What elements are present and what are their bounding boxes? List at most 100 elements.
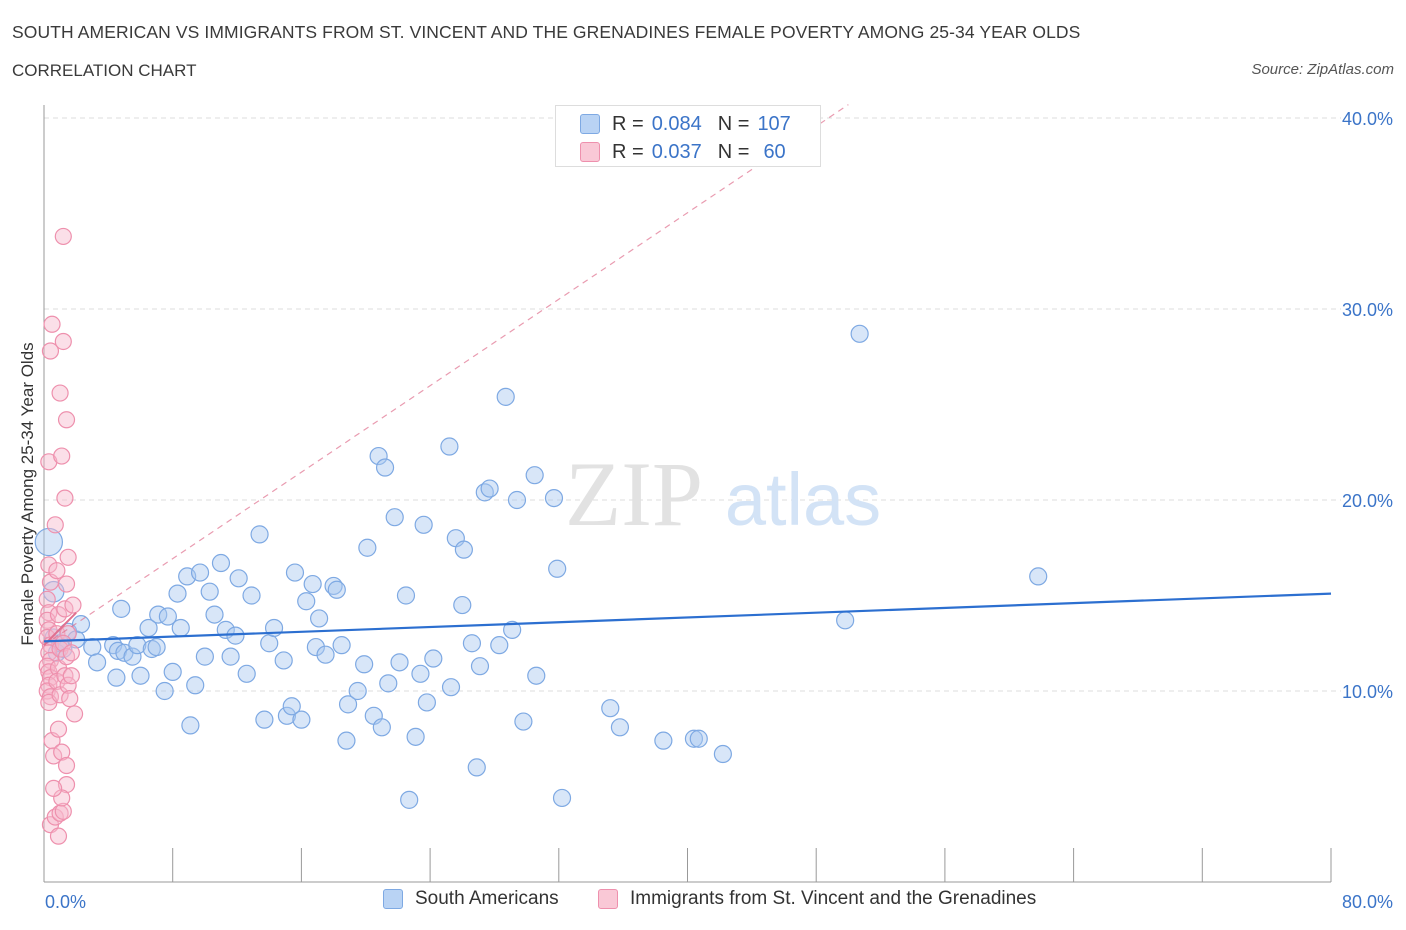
- legend-row-pink: R = 0.037 N = 60: [580, 140, 786, 164]
- south-american-point: [1029, 567, 1048, 586]
- south-american-point: [211, 553, 231, 573]
- south-american-point: [713, 744, 732, 764]
- south-american-point: [358, 538, 377, 557]
- south-american-point: [337, 731, 356, 750]
- south-american-point: [107, 668, 126, 687]
- south-american-point: [684, 729, 704, 748]
- south-american-point: [83, 637, 102, 657]
- south-american-point: [277, 706, 297, 725]
- south-american-point: [414, 515, 433, 534]
- south-american-point: [654, 731, 673, 750]
- legend-row-blue: R = 0.084 N = 107: [580, 112, 791, 136]
- n-value: 107: [757, 112, 791, 135]
- st-vincent-point: [64, 596, 82, 614]
- south-american-point: [255, 710, 274, 729]
- south-american-point: [285, 563, 305, 582]
- south-american-point: [229, 569, 248, 588]
- st-vincent-point: [61, 690, 79, 708]
- blue-swatch-icon: [580, 114, 600, 134]
- legend-item-south-americans: South Americans: [383, 888, 559, 910]
- st-vincent-point: [62, 667, 80, 685]
- south-american-point: [507, 490, 527, 510]
- st-vincent-trend-extension: [43, 104, 849, 646]
- south-american-point: [467, 758, 486, 777]
- st-vincent-point: [57, 775, 76, 794]
- south-american-point: [250, 525, 269, 544]
- south-american-point: [128, 636, 147, 655]
- st-vincent-point: [59, 625, 77, 643]
- south-american-point: [400, 790, 419, 809]
- south-american-point: [527, 666, 546, 685]
- st-vincent-point: [38, 590, 56, 608]
- south-american-point: [205, 605, 224, 624]
- south-american-point: [390, 653, 409, 672]
- st-vincent-point: [65, 705, 84, 723]
- south-american-point: [369, 446, 388, 466]
- south-american-point: [348, 681, 367, 701]
- south-american-point: [490, 636, 509, 655]
- south-american-point: [292, 710, 311, 729]
- south-american-point: [689, 729, 708, 748]
- south-american-point: [514, 712, 533, 731]
- south-american-point: [316, 645, 335, 664]
- n-label: N =: [717, 112, 750, 135]
- south-american-point: [470, 657, 490, 676]
- legend-label: Immigrants from St. Vincent and the Gren…: [630, 888, 1037, 909]
- south-american-point: [112, 599, 131, 618]
- south-american-point: [190, 563, 210, 582]
- pink-swatch-icon: [598, 889, 618, 909]
- st-vincent-trend-line: [43, 611, 77, 646]
- chart-title: SOUTH AMERICAN VS IMMIGRANTS FROM ST. VI…: [12, 22, 1081, 42]
- legend-item-st-vincent: Immigrants from St. Vincent and the Gren…: [598, 888, 1036, 910]
- blue-swatch-icon: [383, 889, 403, 909]
- south-american-point: [372, 718, 391, 737]
- south-american-point: [375, 458, 395, 477]
- south-american-point: [850, 324, 869, 343]
- south-american-point: [441, 678, 461, 697]
- r-value: 0.037: [651, 140, 702, 163]
- st-vincent-point: [49, 605, 68, 624]
- south-american-point: [260, 634, 279, 653]
- south-american-point: [226, 626, 245, 645]
- st-vincent-point: [53, 743, 71, 761]
- south-american-point: [221, 647, 240, 666]
- st-vincent-point: [56, 667, 74, 685]
- south-american-point: [71, 615, 91, 634]
- south-american-point: [155, 681, 174, 701]
- south-american-point: [355, 655, 374, 674]
- st-vincent-point: [56, 600, 74, 618]
- st-vincent-point: [59, 676, 77, 694]
- r-label: R =: [612, 140, 644, 163]
- south-american-point: [123, 647, 142, 666]
- south-american-point: [610, 718, 630, 737]
- x-tick-label: 80.0%: [1342, 892, 1393, 912]
- south-american-point: [338, 695, 358, 714]
- south-american-point: [87, 653, 107, 672]
- y-tick-label: 40.0%: [1342, 109, 1393, 129]
- st-vincent-point: [41, 342, 60, 360]
- south-american-point: [34, 527, 64, 557]
- st-vincent-point: [62, 644, 80, 662]
- south-american-point: [163, 662, 182, 682]
- y-tick-label: 20.0%: [1342, 491, 1393, 511]
- south-american-point: [168, 584, 187, 603]
- south-american-point: [147, 637, 166, 657]
- st-vincent-point: [45, 747, 63, 765]
- south-american-point: [544, 488, 564, 508]
- r-label: R =: [612, 112, 644, 135]
- south-american-point: [332, 636, 351, 655]
- st-vincent-point: [51, 384, 69, 402]
- st-vincent-point: [54, 802, 72, 820]
- st-vincent-point: [54, 227, 72, 246]
- st-vincent-point: [43, 315, 61, 333]
- watermark-atlas: atlas: [725, 458, 881, 541]
- y-tick-label: 30.0%: [1342, 300, 1393, 320]
- st-vincent-point: [54, 332, 72, 351]
- source-label: Source: ZipAtlas.com: [1251, 61, 1394, 78]
- south-american-point: [379, 674, 398, 693]
- south-american-point: [503, 620, 522, 639]
- south-american-point: [836, 611, 855, 630]
- south-american-point: [396, 586, 416, 605]
- south-american-point: [200, 582, 219, 601]
